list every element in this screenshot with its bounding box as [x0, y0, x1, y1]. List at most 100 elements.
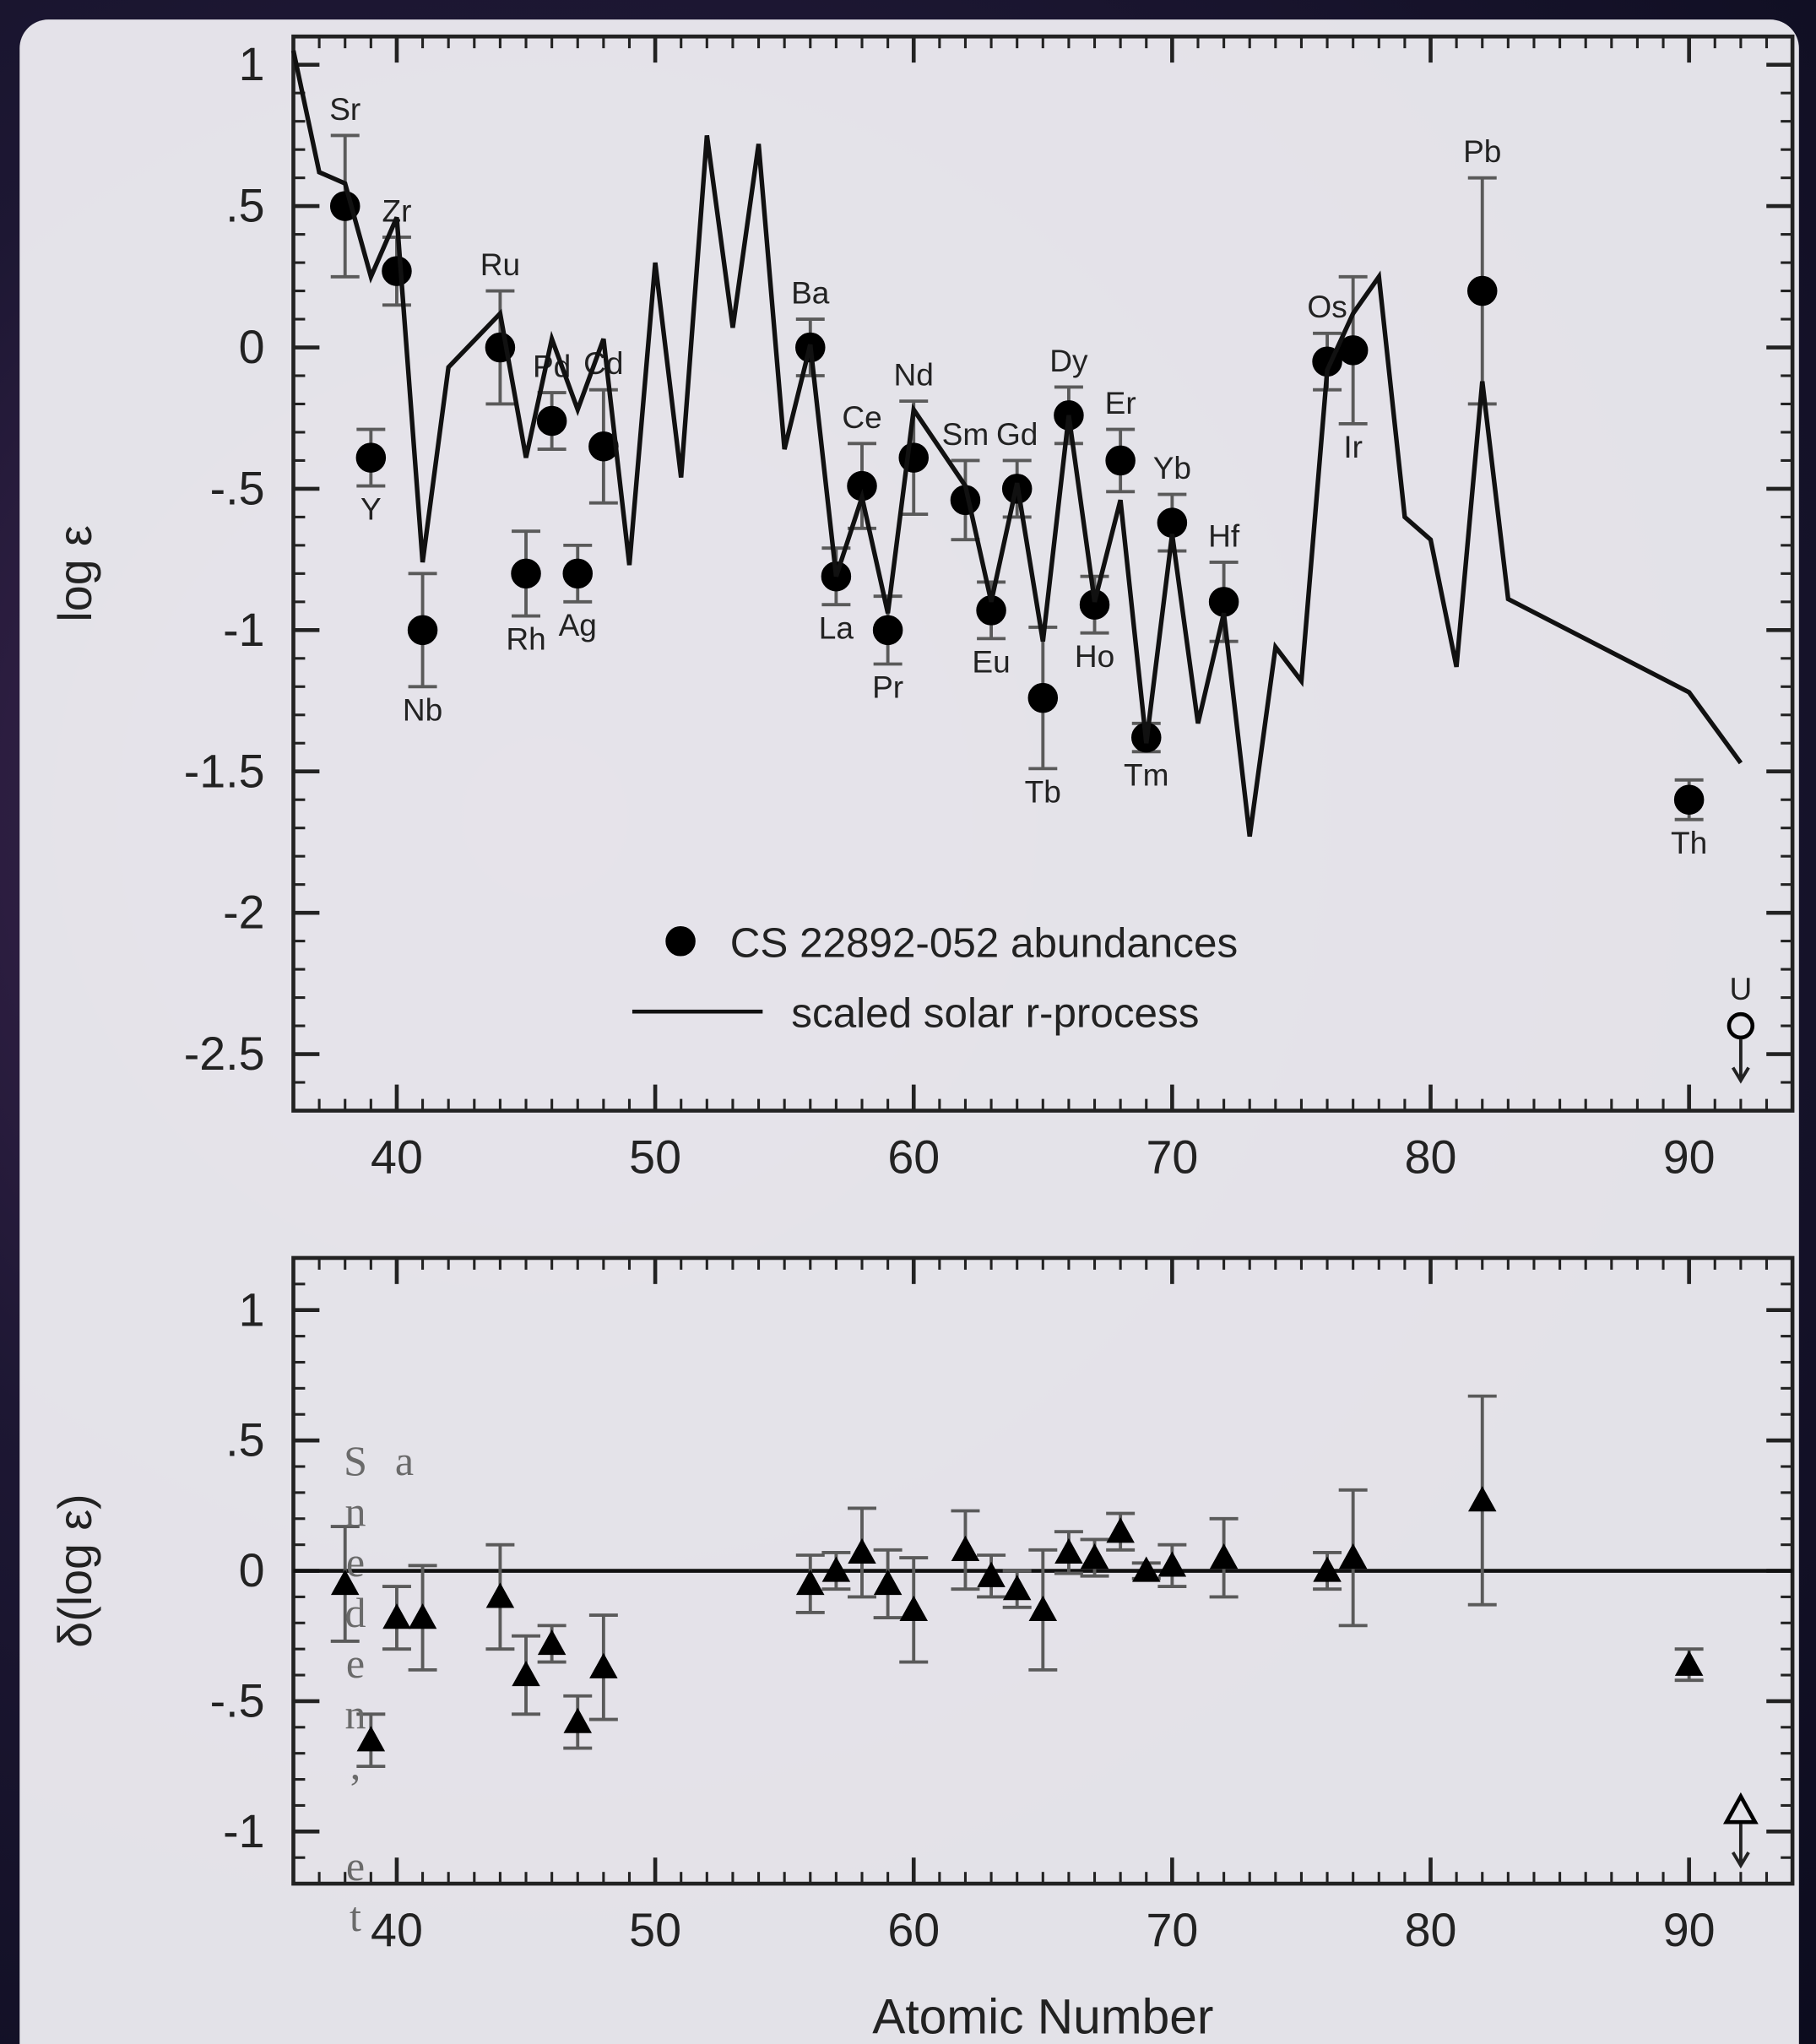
x-axis-title: Atomic Number: [872, 1990, 1213, 2044]
element-label: Rh: [506, 621, 545, 657]
data-point: [1157, 1551, 1187, 1577]
element-label: Th: [1671, 825, 1707, 860]
element-label: La: [819, 610, 854, 645]
element-label: Hf: [1208, 518, 1240, 553]
element-label: U: [1729, 971, 1752, 1006]
element-label: Nd: [894, 357, 934, 393]
x-tick-label: 70: [1146, 1131, 1198, 1184]
y-tick-label: 1: [239, 38, 265, 90]
data-point: [536, 405, 567, 436]
data-point: [821, 1556, 851, 1582]
element-label: Gd: [996, 416, 1038, 452]
data-point: [848, 1537, 876, 1564]
data-point: [408, 1603, 437, 1629]
element-label: Ce: [842, 399, 881, 435]
upper-limit-arrow: [1731, 1038, 1750, 1084]
data-point: [1105, 445, 1136, 476]
y-tick-label: -1: [223, 604, 264, 656]
x-tick-label: 40: [371, 1904, 423, 1956]
x-tick-label: 60: [887, 1131, 940, 1184]
data-point: [898, 442, 929, 473]
caption: Sneden, et a: [332, 1437, 428, 1944]
x-tick-label: 90: [1663, 1904, 1716, 1956]
element-label: Yb: [1153, 450, 1191, 485]
y-tick-label: 0: [239, 321, 265, 373]
element-label: Ru: [480, 247, 520, 282]
x-tick-label: 80: [1405, 1131, 1457, 1184]
element-label: Y: [360, 491, 382, 527]
data-point: [511, 558, 541, 589]
x-tick-label: 60: [887, 1904, 940, 1956]
data-point: [1002, 1575, 1032, 1601]
data-point: [872, 615, 903, 646]
element-label: Pr: [872, 670, 903, 705]
y-tick-label: -.5: [210, 462, 265, 514]
upper-limit-arrow: [1731, 1824, 1750, 1869]
data-point: [977, 1561, 1006, 1587]
data-point: [512, 1661, 540, 1687]
element-label: Tb: [1025, 774, 1061, 810]
y-tick-label: 0: [239, 1544, 265, 1597]
data-point: [796, 1569, 825, 1596]
data-point: [330, 1569, 360, 1596]
y-tick-label: -1: [223, 1805, 264, 1857]
data-point: [1208, 587, 1239, 617]
data-point: [563, 1707, 593, 1733]
plot-area: 40 50 60 70 80 90 1 .5 0 -.5 -1 δ(log ε) Atomic Numb…: [49, 1255, 1795, 2044]
element-label: Ho: [1075, 638, 1114, 674]
x-tick-label: 40: [371, 1131, 423, 1184]
legend-label: scaled solar r-process: [791, 990, 1199, 1037]
data-point: [1674, 1650, 1704, 1676]
element-label: Ag: [559, 607, 597, 642]
upper-limit: [1727, 1011, 1755, 1040]
y-tick-label: .5: [225, 1414, 264, 1467]
data-point: [1028, 1595, 1058, 1621]
x-tick-label: 50: [629, 1904, 681, 1956]
data-point: [382, 1603, 411, 1629]
y-tick-label: -1.5: [184, 745, 265, 797]
data-point: [1106, 1517, 1135, 1543]
element-label: Sm: [942, 416, 989, 452]
data-point: [873, 1569, 903, 1596]
y-tick-label: -.5: [210, 1674, 265, 1727]
data-point: [1466, 275, 1498, 306]
y-tick-label: .5: [225, 180, 264, 232]
data-point: [1467, 1486, 1497, 1512]
data-point: [1132, 1556, 1161, 1582]
element-label: Ba: [791, 275, 830, 311]
element-label: Nb: [403, 691, 442, 727]
data-point: [407, 615, 438, 646]
data-point: [356, 1726, 386, 1752]
y-tick-label: 1: [239, 1283, 265, 1336]
data-point: [1027, 682, 1059, 713]
data-point: [485, 1582, 515, 1608]
data-point: [562, 558, 594, 589]
model-line: [290, 50, 1743, 838]
legend-label: CS 22892-052 abundances: [730, 919, 1238, 966]
element-label: Tm: [1124, 756, 1169, 792]
data-point: [1157, 507, 1188, 538]
upper-limit: [1722, 1792, 1759, 1824]
legend-swatch: [665, 926, 696, 957]
data-point: [589, 1652, 618, 1678]
element-label: Ir: [1343, 429, 1363, 464]
element-label: Pb: [1463, 133, 1501, 169]
data-point: [382, 256, 412, 286]
y-axis-title: δ(log ε): [49, 1494, 101, 1647]
element-label: Eu: [972, 644, 1010, 680]
y-tick-label: -2: [223, 886, 264, 939]
element-label: Er: [1105, 385, 1136, 420]
x-tick-label: 50: [629, 1131, 681, 1184]
plot-frame: [291, 34, 1795, 1113]
data-point: [1313, 1556, 1342, 1582]
element-label: Dy: [1049, 343, 1088, 378]
data-point: [1673, 784, 1705, 815]
data-point: [899, 1595, 928, 1621]
element-label: Sr: [329, 91, 360, 127]
x-tick-label: 80: [1405, 1904, 1457, 1956]
data-point: [1209, 1543, 1239, 1570]
data-point: [1338, 1543, 1368, 1570]
y-axis-title: log ε: [49, 525, 101, 621]
